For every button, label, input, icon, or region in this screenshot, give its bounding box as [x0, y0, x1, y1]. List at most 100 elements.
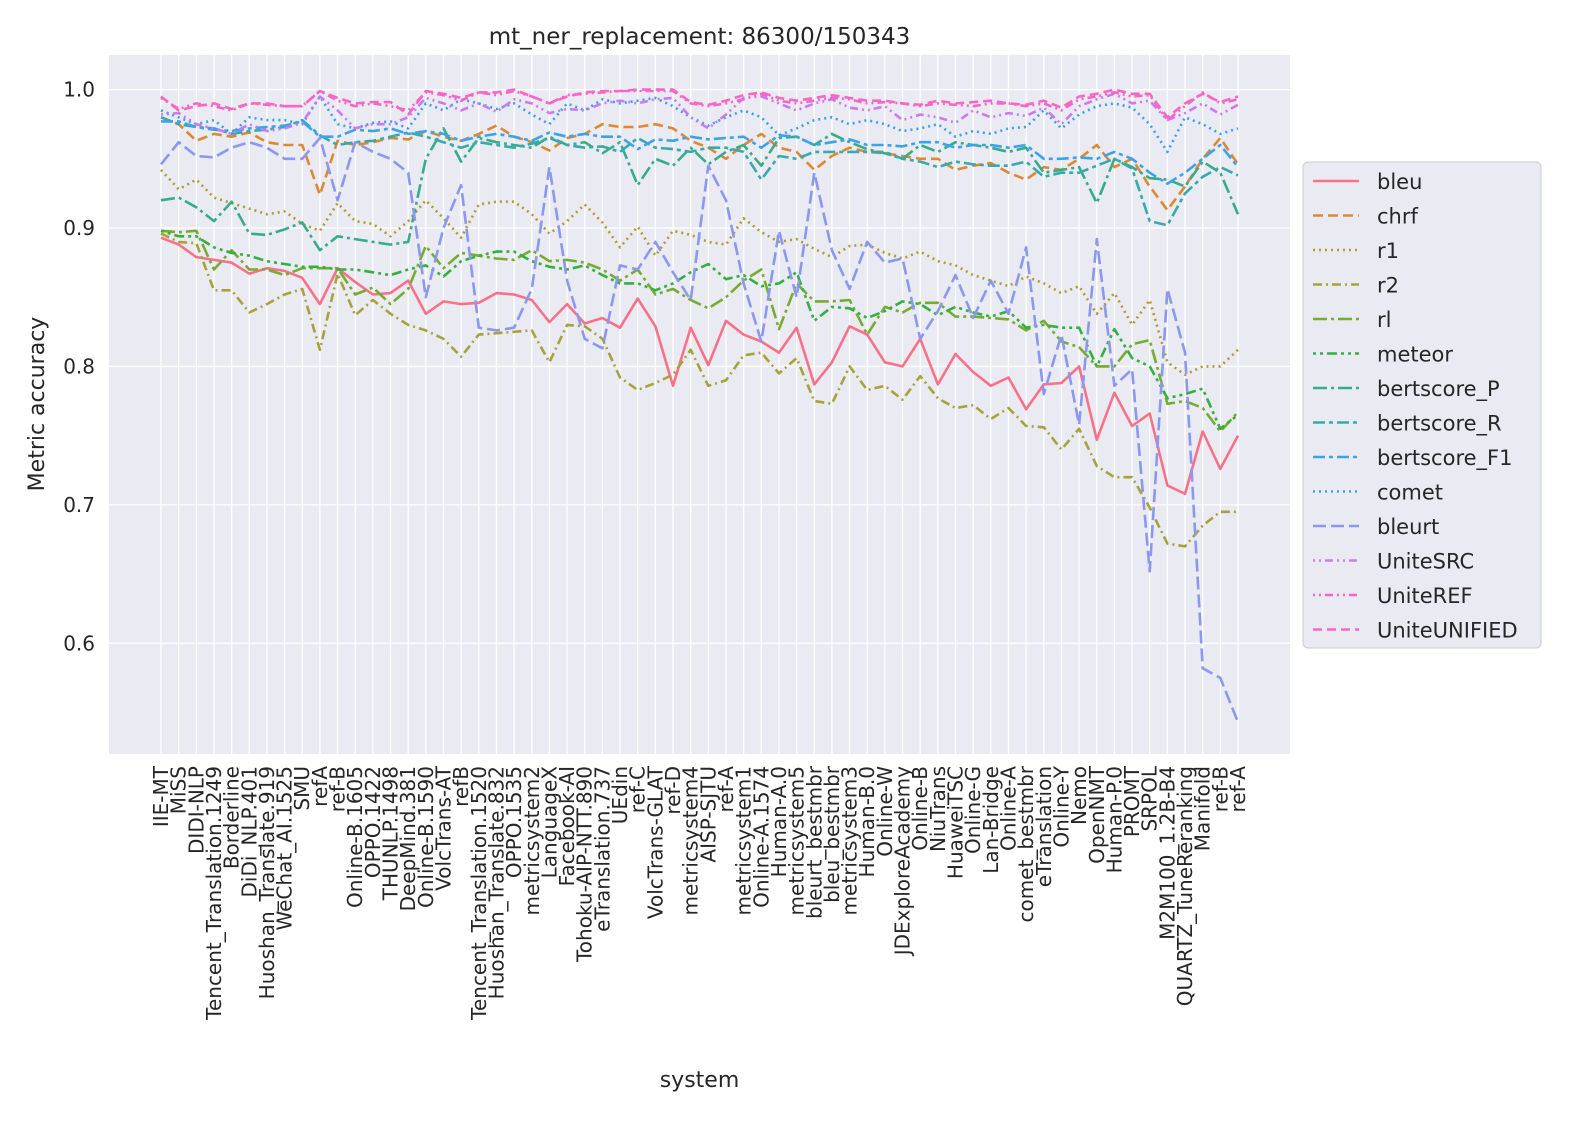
legend-box	[1302, 161, 1542, 649]
x-tick-label: metricsystem5	[785, 766, 809, 915]
x-tick-label: Human-A.0	[767, 766, 791, 877]
x-tick-label: Online-A	[996, 766, 1020, 851]
x-tick-label: DIDI-NLP	[184, 766, 208, 854]
series-line-UniteSRC	[160, 92, 1239, 136]
legend-label: chrf	[1377, 205, 1418, 229]
legend-label: meteor	[1377, 343, 1453, 367]
x-tick-label: metricsystem4	[679, 766, 703, 915]
x-tick-label: ref-A	[714, 766, 738, 813]
series-line-meteor	[160, 229, 1239, 431]
x-tick-label: Online-B.1590	[414, 766, 438, 908]
y-tick-label: 0.6	[63, 631, 95, 655]
legend-label: UniteREF	[1377, 584, 1473, 608]
x-tick-label: Borderline	[220, 766, 244, 869]
x-tick-label: Online-A.1574	[749, 766, 773, 908]
x-tick-label: VolcTrans-GLAT	[643, 765, 667, 919]
x-tick-label: MiSS	[167, 766, 191, 814]
x-tick-label: WeChat_AI.1525	[273, 766, 297, 930]
y-axis-label: Metric accuracy	[25, 317, 50, 492]
x-tick-label: Human-B.0	[855, 766, 879, 877]
x-tick-label: refA	[308, 766, 332, 807]
x-tick-label: HuaweiTSC	[944, 766, 968, 879]
x-tick-label: SMU	[290, 766, 314, 811]
y-tick-label: 1.0	[63, 78, 95, 102]
x-tick-label: AISP-SJTU	[696, 766, 720, 863]
x-tick-label: THUNLP.1498	[379, 766, 403, 901]
legend-label: bleu	[1377, 170, 1422, 194]
series-line-bertscore_F1	[161, 120, 1240, 185]
y-axis-ticks: 0.6 0.7 0.8 0.9 1.0	[63, 78, 95, 656]
x-tick-label: Online-B	[908, 766, 932, 851]
y-tick-label: 0.9	[63, 216, 95, 240]
legend-label: r2	[1377, 274, 1399, 298]
x-tick-label: Tohoku-AIP-NTT.890	[573, 766, 597, 963]
legend-label: bertscore_F1	[1377, 446, 1513, 471]
x-tick-label: Tencent_Translation.1520	[467, 766, 491, 1021]
x-tick-label: Tencent_Translation.1249	[202, 766, 226, 1021]
x-tick-label: IIE-MT	[149, 765, 173, 827]
x-tick-label: UEdin	[608, 766, 632, 824]
x-tick-label: bleurt_bestmbr	[802, 765, 826, 919]
x-tick-label: Huoshan_Translate.832	[484, 766, 508, 999]
legend-label: UniteUNIFIED	[1377, 619, 1518, 643]
x-tick-label: comet_bestmbr	[1014, 765, 1038, 922]
x-tick-label: Online-Y	[1049, 765, 1073, 847]
x-tick-label: metricsystem3	[838, 766, 862, 915]
x-tick-label: Facebook-AI	[555, 766, 579, 886]
x-tick-label: LanguageX	[537, 766, 561, 879]
x-tick-label: Online-W	[873, 766, 897, 857]
x-tick-label: ref-D	[661, 766, 685, 815]
plot-area	[109, 55, 1290, 754]
x-tick-label: SRPOL	[1138, 765, 1162, 831]
x-tick-label: OPPO.1422	[361, 766, 385, 878]
x-tick-label: eTranslation.737	[590, 766, 614, 932]
series-line-UniteUNIFIED	[160, 88, 1239, 119]
x-tick-label: Lan-Bridge	[979, 766, 1003, 874]
legend-label: r1	[1377, 239, 1399, 263]
y-tick-label: 0.7	[63, 493, 95, 517]
x-tick-label: Huoshan_Translate.919	[255, 766, 279, 999]
x-tick-label: OpenNMT	[1085, 765, 1109, 864]
x-tick-label: Nemo	[1067, 766, 1091, 825]
x-tick-label: M2M100_1.2B-B4	[1155, 766, 1179, 940]
x-tick-label: JDExploreAcademy	[891, 766, 915, 957]
x-tick-label: refB	[449, 766, 473, 807]
x-axis-ticks: IIE-MTMiSSDIDI-NLPTencent_Translation.12…	[149, 765, 1250, 1021]
x-tick-label: Manifold	[1191, 766, 1215, 851]
x-tick-label: Online-B.1605	[343, 766, 367, 908]
x-tick-label: eTranslation	[1032, 766, 1056, 887]
legend-label: UniteSRC	[1377, 550, 1474, 574]
legend: bleu chrf r1 r2 rl meteor bertscore_P bertscore…	[1302, 161, 1542, 649]
series-lines	[159, 88, 1240, 723]
x-tick-label: ref-C	[626, 766, 650, 813]
y-tick-label: 0.8	[63, 354, 95, 378]
legend-label: bleurt	[1377, 515, 1439, 539]
chart-title: mt_ner_replacement: 86300/150343	[489, 24, 911, 50]
x-tick-label: NiuTrans	[926, 766, 950, 852]
x-tick-label: PROMT	[1120, 765, 1144, 837]
grid-lines	[109, 55, 1290, 754]
series-line-bertscore_R	[160, 116, 1239, 227]
x-tick-label: bleu_bestmbr	[820, 765, 844, 903]
x-tick-label: Online-G	[961, 766, 985, 854]
x-tick-label: OPPO.1535	[502, 766, 526, 878]
series-line-bertscore_P	[160, 127, 1240, 252]
x-tick-label: Human-P.0	[1102, 766, 1126, 873]
x-tick-label: DeepMind.381	[396, 766, 420, 911]
x-tick-label: QUARTZ_TuneReranking	[1173, 766, 1197, 1006]
x-tick-label: DiDi_NLP.401	[237, 766, 261, 898]
x-axis-label: system	[660, 1068, 740, 1093]
x-tick-label: VolcTrans-AT	[431, 765, 455, 891]
x-tick-label: ref-B	[326, 766, 350, 812]
series-line-r2	[160, 232, 1238, 548]
series-line-rl	[160, 229, 1239, 433]
x-tick-label: metricsystem2	[520, 766, 544, 915]
series-line-bleurt	[159, 136, 1240, 723]
x-tick-label: ref-B	[1208, 766, 1232, 812]
x-tick-label: metricsystem1	[732, 766, 756, 915]
x-tick-label: ref-A	[1226, 766, 1250, 813]
legend-label: bertscore_R	[1377, 412, 1502, 437]
legend-label: rl	[1377, 308, 1391, 332]
legend-label: bertscore_P	[1377, 377, 1500, 402]
